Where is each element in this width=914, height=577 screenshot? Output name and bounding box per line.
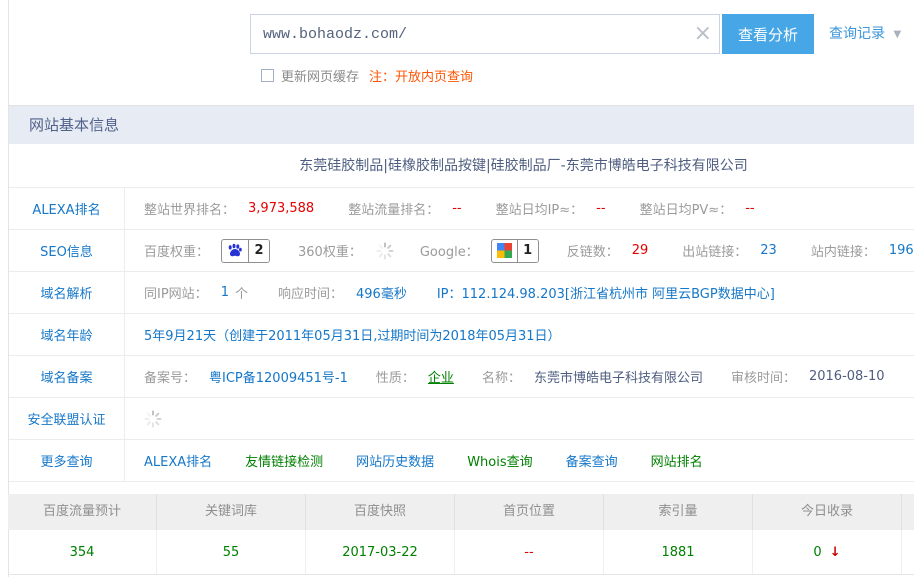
today-indexed-value: 0 <box>813 545 822 560</box>
dns-row: 域名解析 同IP网站： 1 个 响应时间： 496毫秒 IP： 112.124.98.2… <box>9 272 914 314</box>
chevron-down-icon: ▼ <box>893 29 902 40</box>
url-input[interactable] <box>250 14 720 54</box>
stats-value-row: 354 55 2017-03-22 -- 1881 0 ↓ <box>8 530 914 575</box>
query-history-label: 查询记录 <box>829 26 885 42</box>
header-index-volume: 索引量 <box>604 494 753 530</box>
link-site-history[interactable]: 网站历史数据 <box>356 455 435 470</box>
index-volume-value[interactable]: 1881 <box>604 530 753 574</box>
icp-row: 域名备案 备案号： 粤ICP备12009451号-1 性质： 企业 名称： 东莞市博皓… <box>9 356 914 398</box>
link-friend-links-check[interactable]: 友情链接检测 <box>245 455 324 470</box>
baidu-weight-badge[interactable]: 2 <box>221 238 271 263</box>
baidu-traffic-value[interactable]: 354 <box>8 530 157 574</box>
header-homepage-position: 首页位置 <box>455 494 604 530</box>
outlinks-label: 出站链接： <box>682 245 748 260</box>
domain-age-value: 5年9月21天（创建于2011年05月31日,过期时间为2018年05月31日） <box>144 329 561 344</box>
trend-down-icon: ↓ <box>829 545 841 560</box>
ip-value[interactable]: 112.124.98.203[浙江省杭州市 阿里云BGP数据中心] <box>461 287 775 302</box>
ip-label: IP： <box>436 287 462 302</box>
site-title: 东莞硅胶制品|硅橡胶制品按键|硅胶制品厂-东莞市博皓电子科技有限公司 <box>9 144 914 188</box>
search-section: × 查看分析 查询记录 ▼ 更新网页缓存 注：开放内页查询 <box>9 0 914 85</box>
daily-ip-value: -- <box>596 201 606 216</box>
header-baidu-snapshot: 百度快照 <box>306 494 455 530</box>
dns-row-label: 域名解析 <box>9 272 125 313</box>
header-baidu-traffic: 百度流量预计 <box>8 494 157 530</box>
update-cache-label: 更新网页缓存 <box>281 70 360 85</box>
site-info-panel: 网站基本信息 东莞硅胶制品|硅橡胶制品按键|硅胶制品厂-东莞市博皓电子科技有限公… <box>9 105 914 482</box>
backlinks-value: 29 <box>631 243 649 258</box>
traffic-rank-value: -- <box>452 201 462 216</box>
update-cache-checkbox[interactable] <box>261 69 274 82</box>
more-queries-row: 更多查询 ALEXA排名 友情链接检测 网站历史数据 Whois查询 备案查询 … <box>9 440 914 482</box>
loading-spinner-icon <box>376 242 394 260</box>
today-indexed-cell[interactable]: 0 ↓ <box>753 530 902 574</box>
header-cutoff-column <box>902 494 914 530</box>
link-whois-query[interactable]: Whois查询 <box>467 455 533 470</box>
google-pr-label: Google： <box>419 245 479 260</box>
keyword-count-value[interactable]: 55 <box>157 530 306 574</box>
domain-age-row: 域名年龄 5年9月21天（创建于2011年05月31日,过期时间为2018年05… <box>9 314 914 356</box>
panel-title: 网站基本信息 <box>9 105 914 144</box>
link-site-rank[interactable]: 网站排名 <box>650 455 703 470</box>
page: × 查看分析 查询记录 ▼ 更新网页缓存 注：开放内页查询 网站基本信息 东莞硅… <box>8 0 914 577</box>
search-box: × <box>250 14 720 54</box>
response-time-label: 响应时间： <box>277 287 343 302</box>
icp-audit-label: 审核时间： <box>730 371 796 386</box>
icp-nature-value[interactable]: 企业 <box>427 371 454 386</box>
analyze-button[interactable]: 查看分析 <box>722 14 814 54</box>
icp-nature-label: 性质： <box>375 371 415 386</box>
backlinks-label: 反链数： <box>566 245 619 260</box>
world-rank-value: 3,973,588 <box>248 201 315 216</box>
same-ip-unit: 个 <box>234 287 248 302</box>
same-ip-label: 同IP网站： <box>144 287 208 302</box>
icp-row-label: 域名备案 <box>9 356 125 397</box>
icp-number-value[interactable]: 粤ICP备12009451号-1 <box>209 371 348 386</box>
daily-ip-label: 整站日均IP≈： <box>495 203 584 218</box>
baidu-weight-label: 百度权重： <box>144 245 210 260</box>
so360-weight-label: 360权重： <box>298 245 362 260</box>
icp-name-label: 名称： <box>481 371 521 386</box>
value-cutoff-column <box>902 530 914 574</box>
google-pr-value: 1 <box>516 239 538 262</box>
outlinks-value: 23 <box>760 243 777 258</box>
response-time-value: 496毫秒 <box>356 287 407 302</box>
query-history-link[interactable]: 查询记录 ▼ <box>829 14 901 54</box>
inlinks-label: 站内链接： <box>810 245 876 260</box>
header-today-indexed: 今日收录 <box>753 494 902 530</box>
inlinks-value: 196 <box>888 243 914 258</box>
loading-spinner-icon <box>144 410 162 428</box>
homepage-position-value: -- <box>455 530 604 574</box>
link-icp-query[interactable]: 备案查询 <box>565 455 618 470</box>
icp-number-label: 备案号： <box>144 371 197 386</box>
clear-icon[interactable]: × <box>693 21 712 46</box>
alexa-row: ALEXA排名 整站世界排名： 3,973,588 整站流量排名： -- 整站日均I… <box>9 188 914 230</box>
seo-row: SEO信息 百度权重： 2 360权重： <box>9 230 914 272</box>
security-row-label: 安全联盟认证 <box>9 398 125 439</box>
stats-header-row: 百度流量预计 关键词库 百度快照 首页位置 索引量 今日收录 <box>8 494 914 530</box>
security-row: 安全联盟认证 <box>9 398 914 440</box>
baidu-weight-value: 2 <box>248 239 270 262</box>
google-icon <box>492 243 517 258</box>
more-queries-label: 更多查询 <box>9 440 125 481</box>
google-pr-badge[interactable]: 1 <box>490 238 539 263</box>
daily-pv-label: 整站日均PV≈： <box>639 203 733 218</box>
icp-name-value: 东莞市博皓电子科技有限公司 <box>533 371 703 386</box>
alexa-row-label: ALEXA排名 <box>9 188 125 229</box>
baidu-paw-icon <box>222 243 248 258</box>
note-text: 注：开放内页查询 <box>369 70 474 85</box>
baidu-snapshot-value[interactable]: 2017-03-22 <box>306 530 455 574</box>
seo-row-label: SEO信息 <box>9 230 125 271</box>
domain-age-label: 域名年龄 <box>9 314 125 355</box>
traffic-rank-label: 整站流量排名： <box>348 203 440 218</box>
world-rank-label: 整站世界排名： <box>144 203 236 218</box>
baidu-stats-table: 百度流量预计 关键词库 百度快照 首页位置 索引量 今日收录 354 55 20… <box>8 494 914 575</box>
link-alexa-rank[interactable]: ALEXA排名 <box>144 455 213 470</box>
same-ip-count[interactable]: 1 <box>220 285 229 300</box>
icp-audit-date: 2016-08-10 <box>808 369 885 384</box>
daily-pv-value: -- <box>745 201 755 216</box>
header-keyword-count: 关键词库 <box>157 494 306 530</box>
